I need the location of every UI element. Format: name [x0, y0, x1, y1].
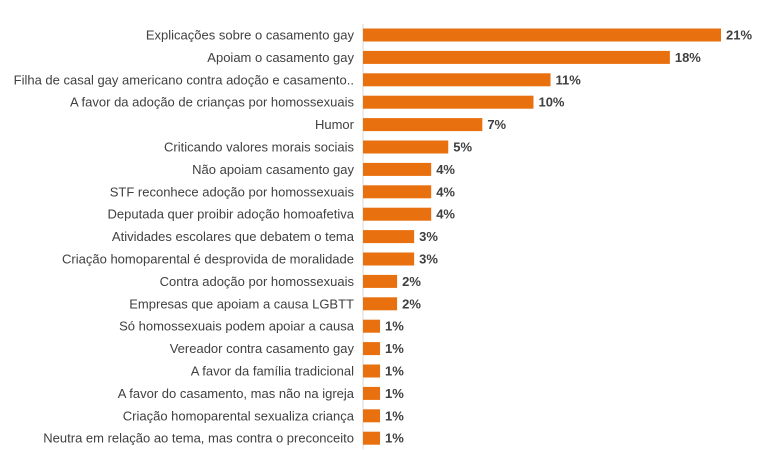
value-label: 4% [436, 184, 455, 199]
bar [363, 409, 381, 423]
value-label: 7% [487, 117, 506, 132]
value-label: 3% [419, 229, 438, 244]
bar [363, 431, 381, 445]
bar [363, 230, 415, 244]
category-label: STF reconhece adoção por homossexuais [110, 184, 355, 199]
bar [363, 274, 398, 288]
bar [363, 118, 483, 132]
value-label: 1% [385, 319, 404, 334]
value-labels-group: 21% 18% 11% 10% 7% 5% 4% 4% 4% 3% 3% 2% 2% 1% 1% 1% 1% 1%… [385, 28, 752, 446]
category-label: Filha de casal gay americano contra adoç… [14, 72, 354, 87]
value-label: 1% [385, 408, 404, 423]
category-label: Não apoiam casamento gay [192, 162, 354, 177]
bars-group [363, 28, 721, 445]
category-label: Criticando valores morais sociais [164, 140, 355, 155]
value-label: 10% [538, 95, 564, 110]
category-label: Neutra em relação ao tema, mas contra o … [43, 431, 354, 446]
value-label: 4% [436, 207, 455, 222]
bar [363, 252, 415, 266]
value-label: 1% [385, 431, 404, 446]
bar [363, 28, 721, 42]
value-label: 1% [385, 341, 404, 356]
value-label: 2% [402, 274, 421, 289]
value-label: 18% [675, 50, 701, 65]
value-label: 11% [556, 72, 582, 87]
bar [363, 342, 381, 356]
value-label: 4% [436, 162, 455, 177]
category-label: Criação homoparental sexualiza criança [123, 408, 355, 423]
bar [363, 297, 398, 311]
category-label: Deputada quer proibir adoção homoafetiva [108, 207, 355, 222]
bar [363, 50, 670, 64]
bar [363, 185, 432, 199]
category-label: Empresas que apoiam a causa LGBTT [129, 296, 354, 311]
category-label: Explicações sobre o casamento gay [146, 28, 355, 43]
bar [363, 364, 381, 378]
bar [363, 73, 551, 87]
value-label: 21% [726, 28, 752, 43]
category-labels-group: Explicações sobre o casamento gay Apoiam … [14, 28, 355, 446]
category-label: Vereador contra casamento gay [170, 341, 355, 356]
category-label: Só homossexuais podem apoiar a causa [119, 319, 355, 334]
bar [363, 140, 449, 154]
category-label: Atividades escolares que debatem o tema [112, 229, 355, 244]
category-label: A favor da adoção de crianças por homoss… [70, 95, 355, 110]
bar [363, 386, 381, 400]
value-label: 1% [385, 364, 404, 379]
category-label: Contra adoção por homossexuais [160, 274, 355, 289]
category-label: Criação homoparental é desprovida de mor… [62, 252, 354, 267]
value-label: 2% [402, 296, 421, 311]
category-label: A favor do casamento, mas não na igreja [118, 386, 355, 401]
value-label: 5% [453, 140, 472, 155]
category-label: Humor [315, 117, 355, 132]
category-label: Apoiam o casamento gay [207, 50, 354, 65]
bar [363, 319, 381, 333]
category-label: A favor da família tradicional [191, 364, 354, 379]
bar [363, 162, 432, 176]
bar [363, 207, 432, 221]
value-label: 3% [419, 252, 438, 267]
bar [363, 95, 534, 109]
value-label: 1% [385, 386, 404, 401]
